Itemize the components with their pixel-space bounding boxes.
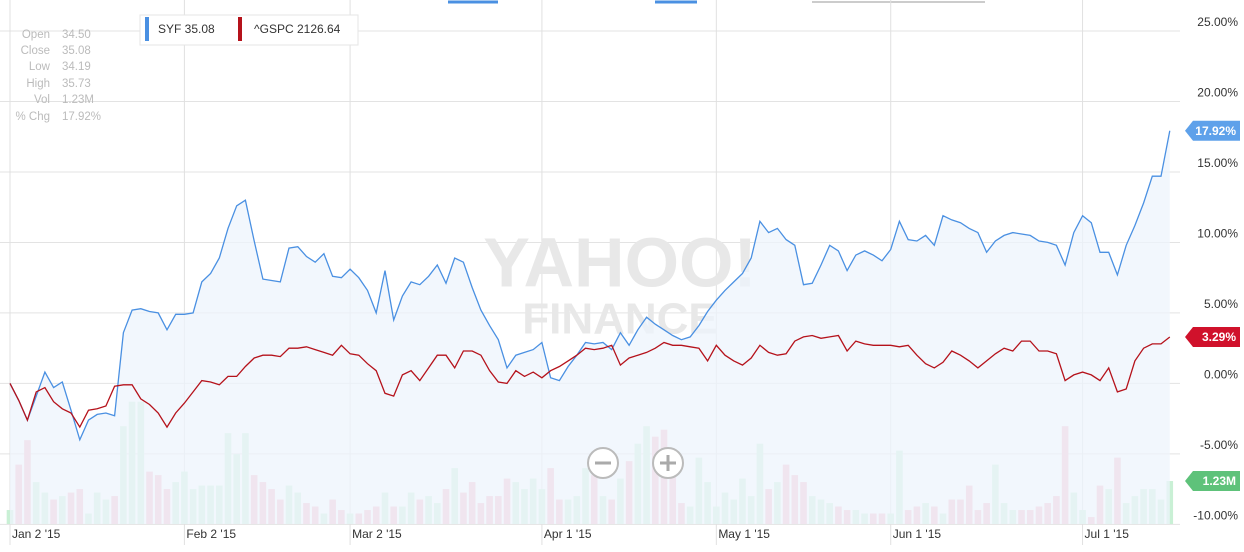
y-tick-label: 20.00% (1197, 86, 1238, 100)
y-tick-label: 0.00% (1204, 368, 1238, 382)
watermark: YAHOO! (483, 223, 757, 301)
info-label: High (26, 78, 50, 90)
area (10, 130, 1170, 525)
info-label: Low (29, 61, 51, 73)
legend-box (139, 14, 359, 46)
info-value: 35.73 (62, 78, 91, 90)
y-tick-label: 15.00% (1197, 156, 1238, 170)
x-tick-label: Mar 2 '15 (352, 527, 402, 541)
value-tags: 17.92% 3.29% 1.23M (1185, 120, 1240, 492)
line (9, 130, 1171, 442)
x-tick-label: Jan 2 '15 (12, 527, 61, 541)
info-value: 1.23M (62, 94, 94, 106)
legend-label: ^GSPC 2126.64 (254, 22, 341, 36)
info-label: % Chg (15, 111, 50, 123)
info-value: 35.08 (62, 45, 91, 57)
x-tick-label: May 1 '15 (718, 527, 770, 541)
zoom-in[interactable] (652, 447, 684, 479)
y-tick-label: -5.00% (1200, 438, 1238, 452)
legend: SYF 35.08 ^GSPC 2126.64 (139, 14, 359, 46)
x-tick-label: Feb 2 '15 (186, 527, 236, 541)
value-tag (1185, 120, 1240, 141)
legend-swatch (145, 17, 149, 41)
y-tick-label: -10.00% (1193, 509, 1238, 523)
info-value: 34.50 (62, 29, 91, 41)
value-tag (1185, 471, 1240, 492)
legend-label: SYF 35.08 (158, 22, 215, 36)
line (9, 334, 1171, 429)
info-label: Vol (34, 94, 50, 106)
info-value: 34.19 (62, 61, 91, 73)
y-tick-label: 5.00% (1204, 297, 1238, 311)
x-tick-label: Jun 1 '15 (893, 527, 942, 541)
zoom-out[interactable] (587, 447, 619, 479)
value-tag-label: 17.92% (1195, 124, 1236, 138)
value-tag-label: 1.23M (1203, 474, 1236, 488)
y-tick-label: 25.00% (1197, 15, 1238, 29)
x-tick-label: Apr 1 '15 (544, 527, 592, 541)
lines (9, 130, 1171, 525)
value-tag-label: 3.29% (1202, 330, 1236, 344)
y-tick-label: 10.00% (1197, 227, 1238, 241)
legend-swatch (238, 17, 242, 41)
x-tick-label: Jul 1 '15 (1085, 527, 1130, 541)
value-tag (1185, 327, 1240, 348)
info-panel: Open 34.50 Close 35.08 Low 34.19 High 35… (15, 29, 101, 123)
info-value: 17.92% (62, 111, 101, 123)
info-label: Open (22, 29, 50, 41)
info-label: Close (21, 45, 50, 57)
